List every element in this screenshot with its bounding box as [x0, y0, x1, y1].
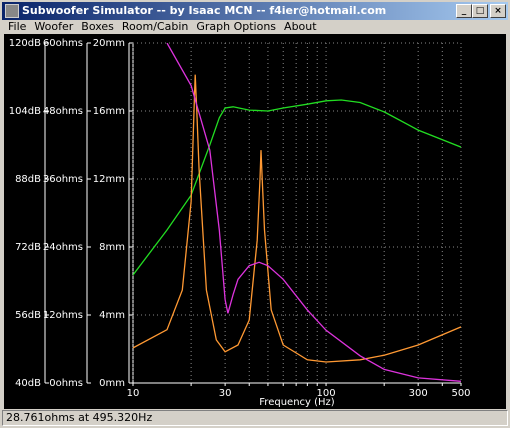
- y-tick-label: 48ohms: [43, 106, 83, 117]
- menu-bar: File Woofer Boxes Room/Cabin Graph Options Ab…: [4, 20, 321, 34]
- y-tick-label: 12ohms: [43, 310, 83, 321]
- x-tick-label: 300: [409, 388, 428, 399]
- y-tick-label: 0ohms: [49, 378, 83, 389]
- menu-item[interactable]: Woofer: [34, 20, 74, 33]
- x-tick-label: 500: [451, 388, 470, 399]
- y-tick-label: 88dB: [15, 174, 41, 185]
- maximize-button[interactable]: □: [472, 4, 488, 18]
- menu-item[interactable]: Graph Options: [196, 20, 277, 33]
- window-title: Subwoofer Simulator -- by Isaac MCN -- f…: [22, 4, 387, 17]
- y-tick-label: 104dB: [9, 106, 41, 117]
- chart: Frequency (Hz) 40dB 56dB 72dB 88dB 104dB 120d…: [4, 34, 506, 409]
- x-axis-label: Frequency (Hz): [259, 397, 335, 408]
- y-tick-label: 0mm: [99, 378, 125, 389]
- y-tick-label: 24ohms: [43, 242, 83, 253]
- y-tick-label: 20mm: [93, 38, 125, 49]
- status-text: 28.761ohms at 495.320Hz: [6, 411, 153, 424]
- y-tick-label: 16mm: [93, 106, 125, 117]
- y-tick-label: 40dB: [15, 378, 41, 389]
- y-tick-label: 56dB: [15, 310, 41, 321]
- x-tick-label: 100: [317, 388, 336, 399]
- series-line: [166, 43, 461, 382]
- y-tick-label: 120dB: [9, 38, 41, 49]
- x-tick-label: 30: [219, 388, 232, 399]
- menu-item[interactable]: File: [8, 20, 27, 33]
- y-tick-label: 60ohms: [43, 38, 83, 49]
- app-icon: [5, 4, 19, 18]
- close-button[interactable]: ×: [490, 4, 506, 18]
- menu-item[interactable]: Boxes: [81, 20, 114, 33]
- y-tick-label: 36ohms: [43, 174, 83, 185]
- chart-background: [4, 34, 506, 409]
- minimize-button[interactable]: _: [456, 4, 472, 18]
- menu-item[interactable]: About: [284, 20, 317, 33]
- status-bar: 28.761ohms at 495.320Hz: [2, 410, 508, 426]
- y-tick-label: 12mm: [93, 174, 125, 185]
- title-bar: Subwoofer Simulator -- by Isaac MCN -- f…: [2, 2, 508, 20]
- y-tick-label: 4mm: [99, 310, 125, 321]
- series-line: [133, 74, 461, 363]
- y-tick-label: 8mm: [99, 242, 125, 253]
- menu-item[interactable]: Room/Cabin: [121, 20, 189, 33]
- x-tick-label: 10: [127, 388, 140, 399]
- series-line: [133, 99, 461, 276]
- y-tick-label: 72dB: [15, 242, 41, 253]
